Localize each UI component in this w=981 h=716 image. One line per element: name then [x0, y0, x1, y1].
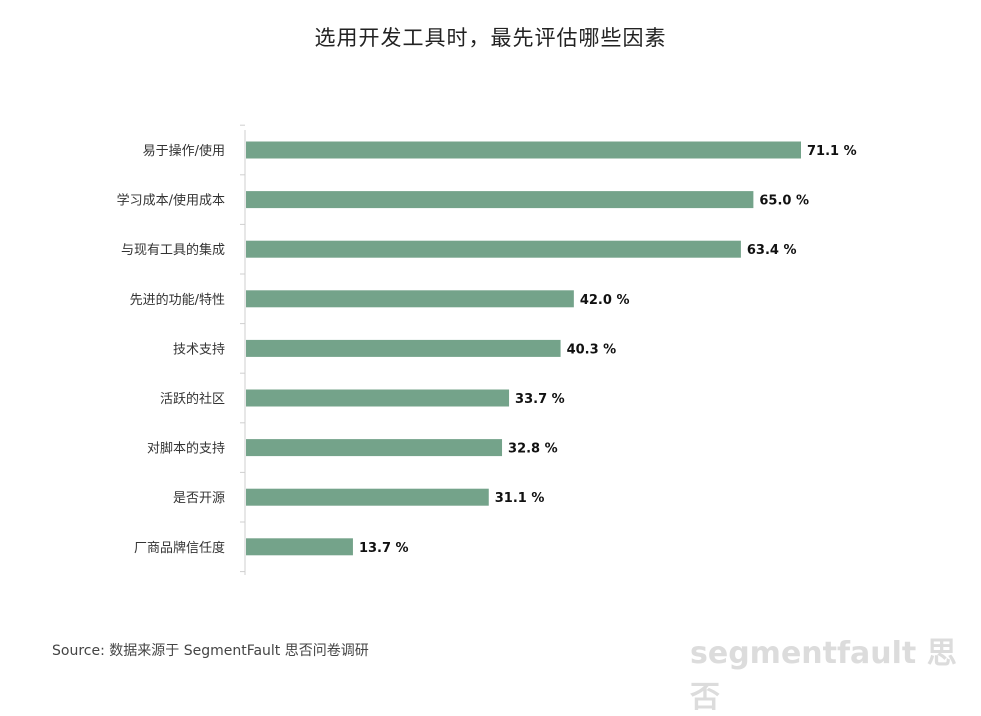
value-label: 40.3 % [567, 342, 617, 357]
bar [246, 339, 561, 357]
category-label: 先进的功能/特性 [130, 292, 225, 308]
chart-title: 选用开发工具时，最先评估哪些因素 [314, 26, 667, 50]
value-label: 13.7 % [359, 541, 409, 556]
segmentfault-logo: segmentfault 思否 [690, 636, 957, 715]
category-label: 是否开源 [173, 491, 225, 506]
category-label: 学习成本/使用成本 [117, 193, 225, 209]
value-label: 31.1 % [495, 491, 545, 506]
bar-chart: 易于操作/使用 71.1 % 学习成本/使用成本 65.0 % 与现有工具的集成 63.4… [117, 124, 857, 575]
bar [246, 191, 754, 209]
category-label: 活跃的社区 [160, 391, 225, 407]
category-label: 对脚本的支持 [147, 441, 225, 457]
bars-group: 易于操作/使用 71.1 % 学习成本/使用成本 65.0 % 与现有工具的集成 63.4… [117, 141, 857, 556]
value-label: 71.1 % [807, 144, 857, 159]
bar [246, 141, 801, 159]
value-label: 33.7 % [515, 392, 565, 407]
value-label: 32.8 % [508, 442, 558, 457]
bar [246, 488, 489, 506]
value-label: 42.0 % [580, 293, 630, 308]
value-label: 65.0 % [759, 194, 809, 209]
bar [246, 389, 510, 407]
y-axis-ticks [240, 124, 245, 573]
source-note: Source: 数据来源于 SegmentFault 思否问卷调研 [52, 643, 369, 659]
value-label: 63.4 % [747, 243, 797, 258]
category-label: 技术支持 [173, 342, 225, 357]
bar [246, 240, 741, 258]
bar [246, 290, 574, 308]
bar [246, 439, 503, 457]
category-label: 易于操作/使用 [143, 143, 225, 159]
bar [246, 538, 353, 556]
category-label: 厂商品牌信任度 [134, 540, 225, 556]
category-label: 与现有工具的集成 [121, 242, 225, 258]
